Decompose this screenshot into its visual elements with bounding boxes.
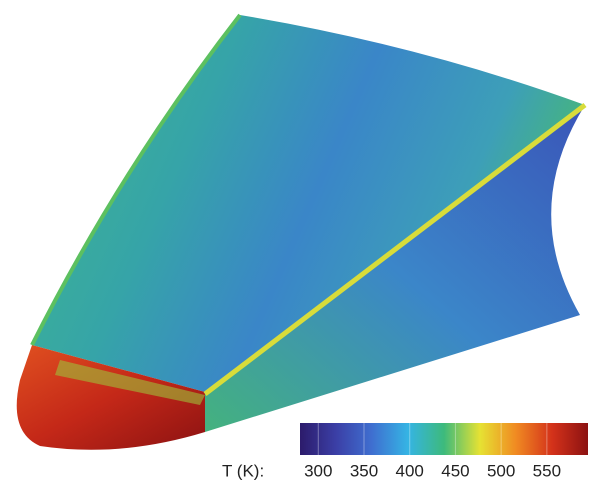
leading-edge-top	[30, 13, 242, 346]
leading-edge	[203, 103, 587, 396]
tick-label: 350	[350, 461, 378, 480]
tick-label: 550	[533, 461, 561, 480]
tick-label: 300	[304, 461, 332, 480]
colorbar-label: T (K):	[222, 461, 264, 480]
side-surface	[205, 105, 585, 432]
vehicle	[16, 13, 587, 450]
colorbar	[300, 423, 588, 455]
tick-label: 400	[396, 461, 424, 480]
nose-streaks	[55, 360, 205, 405]
upper-surface	[32, 15, 585, 392]
tick-label: 450	[441, 461, 469, 480]
tick-label: 500	[487, 461, 515, 480]
